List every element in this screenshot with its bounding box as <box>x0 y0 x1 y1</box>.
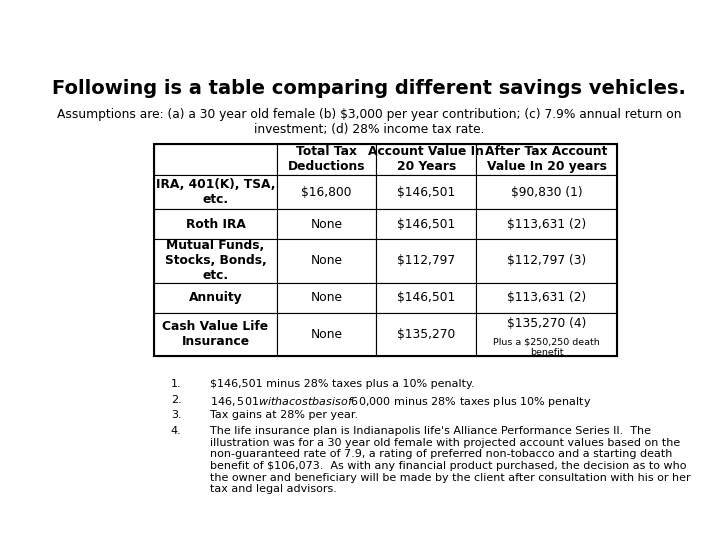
Text: Annuity: Annuity <box>189 291 243 304</box>
Bar <box>277 175 377 209</box>
Bar <box>277 313 377 356</box>
Text: None: None <box>311 218 343 231</box>
Text: After Tax Account
Value In 20 years: After Tax Account Value In 20 years <box>485 145 608 173</box>
Text: 2.: 2. <box>171 395 181 404</box>
Bar <box>476 239 617 282</box>
Text: $135,270 (4): $135,270 (4) <box>507 317 586 330</box>
Text: Plus a $250,250 death
benefit: Plus a $250,250 death benefit <box>493 337 600 356</box>
Text: $112,797 (3): $112,797 (3) <box>507 254 586 267</box>
Text: $146,501 with a cost basis of $60,000 minus 28% taxes plus 10% penalty: $146,501 with a cost basis of $60,000 mi… <box>210 395 591 409</box>
Text: $135,270: $135,270 <box>397 328 455 341</box>
Text: $146,501: $146,501 <box>397 186 455 199</box>
Bar <box>476 313 617 356</box>
Bar <box>154 209 277 239</box>
Bar <box>377 209 476 239</box>
Text: Tax gains at 28% per year.: Tax gains at 28% per year. <box>210 410 358 420</box>
Text: Total Tax
Deductions: Total Tax Deductions <box>288 145 366 173</box>
Text: $146,501: $146,501 <box>397 291 455 304</box>
Text: 3.: 3. <box>171 410 181 420</box>
Bar <box>377 239 476 282</box>
Bar <box>377 313 476 356</box>
Bar <box>476 144 617 175</box>
Bar <box>154 144 277 175</box>
Bar <box>476 175 617 209</box>
Text: $146,501: $146,501 <box>397 218 455 231</box>
Bar <box>154 282 277 313</box>
Text: $90,830 (1): $90,830 (1) <box>511 186 582 199</box>
Bar <box>476 209 617 239</box>
Bar <box>277 282 377 313</box>
Bar <box>277 144 377 175</box>
Text: None: None <box>311 291 343 304</box>
Text: $113,631 (2): $113,631 (2) <box>507 291 586 304</box>
Text: $146,501 minus 28% taxes plus a 10% penalty.: $146,501 minus 28% taxes plus a 10% pena… <box>210 379 474 389</box>
Text: 4.: 4. <box>171 426 181 436</box>
Text: Assumptions are: (a) a 30 year old female (b) $3,000 per year contribution; (c) : Assumptions are: (a) a 30 year old femal… <box>57 109 681 137</box>
Text: Mutual Funds,
Stocks, Bonds,
etc.: Mutual Funds, Stocks, Bonds, etc. <box>165 239 266 282</box>
Text: $113,631 (2): $113,631 (2) <box>507 218 586 231</box>
Bar <box>154 239 277 282</box>
Bar <box>277 239 377 282</box>
Bar <box>154 175 277 209</box>
Text: The life insurance plan is Indianapolis life's Alliance Performance Series II.  : The life insurance plan is Indianapolis … <box>210 426 690 494</box>
Text: $16,800: $16,800 <box>302 186 352 199</box>
Text: None: None <box>311 328 343 341</box>
Text: $112,797: $112,797 <box>397 254 455 267</box>
Bar <box>476 282 617 313</box>
Text: Account Value In
20 Years: Account Value In 20 Years <box>369 145 485 173</box>
Text: IRA, 401(K), TSA,
etc.: IRA, 401(K), TSA, etc. <box>156 178 275 206</box>
Text: Cash Value Life
Insurance: Cash Value Life Insurance <box>163 320 269 348</box>
Bar <box>377 144 476 175</box>
Bar <box>377 282 476 313</box>
Bar <box>154 144 617 356</box>
Bar <box>277 209 377 239</box>
Bar <box>154 313 277 356</box>
Text: Roth IRA: Roth IRA <box>186 218 246 231</box>
Bar <box>377 175 476 209</box>
Text: 1.: 1. <box>171 379 181 389</box>
Text: None: None <box>311 254 343 267</box>
Text: Following is a table comparing different savings vehicles.: Following is a table comparing different… <box>52 79 686 98</box>
